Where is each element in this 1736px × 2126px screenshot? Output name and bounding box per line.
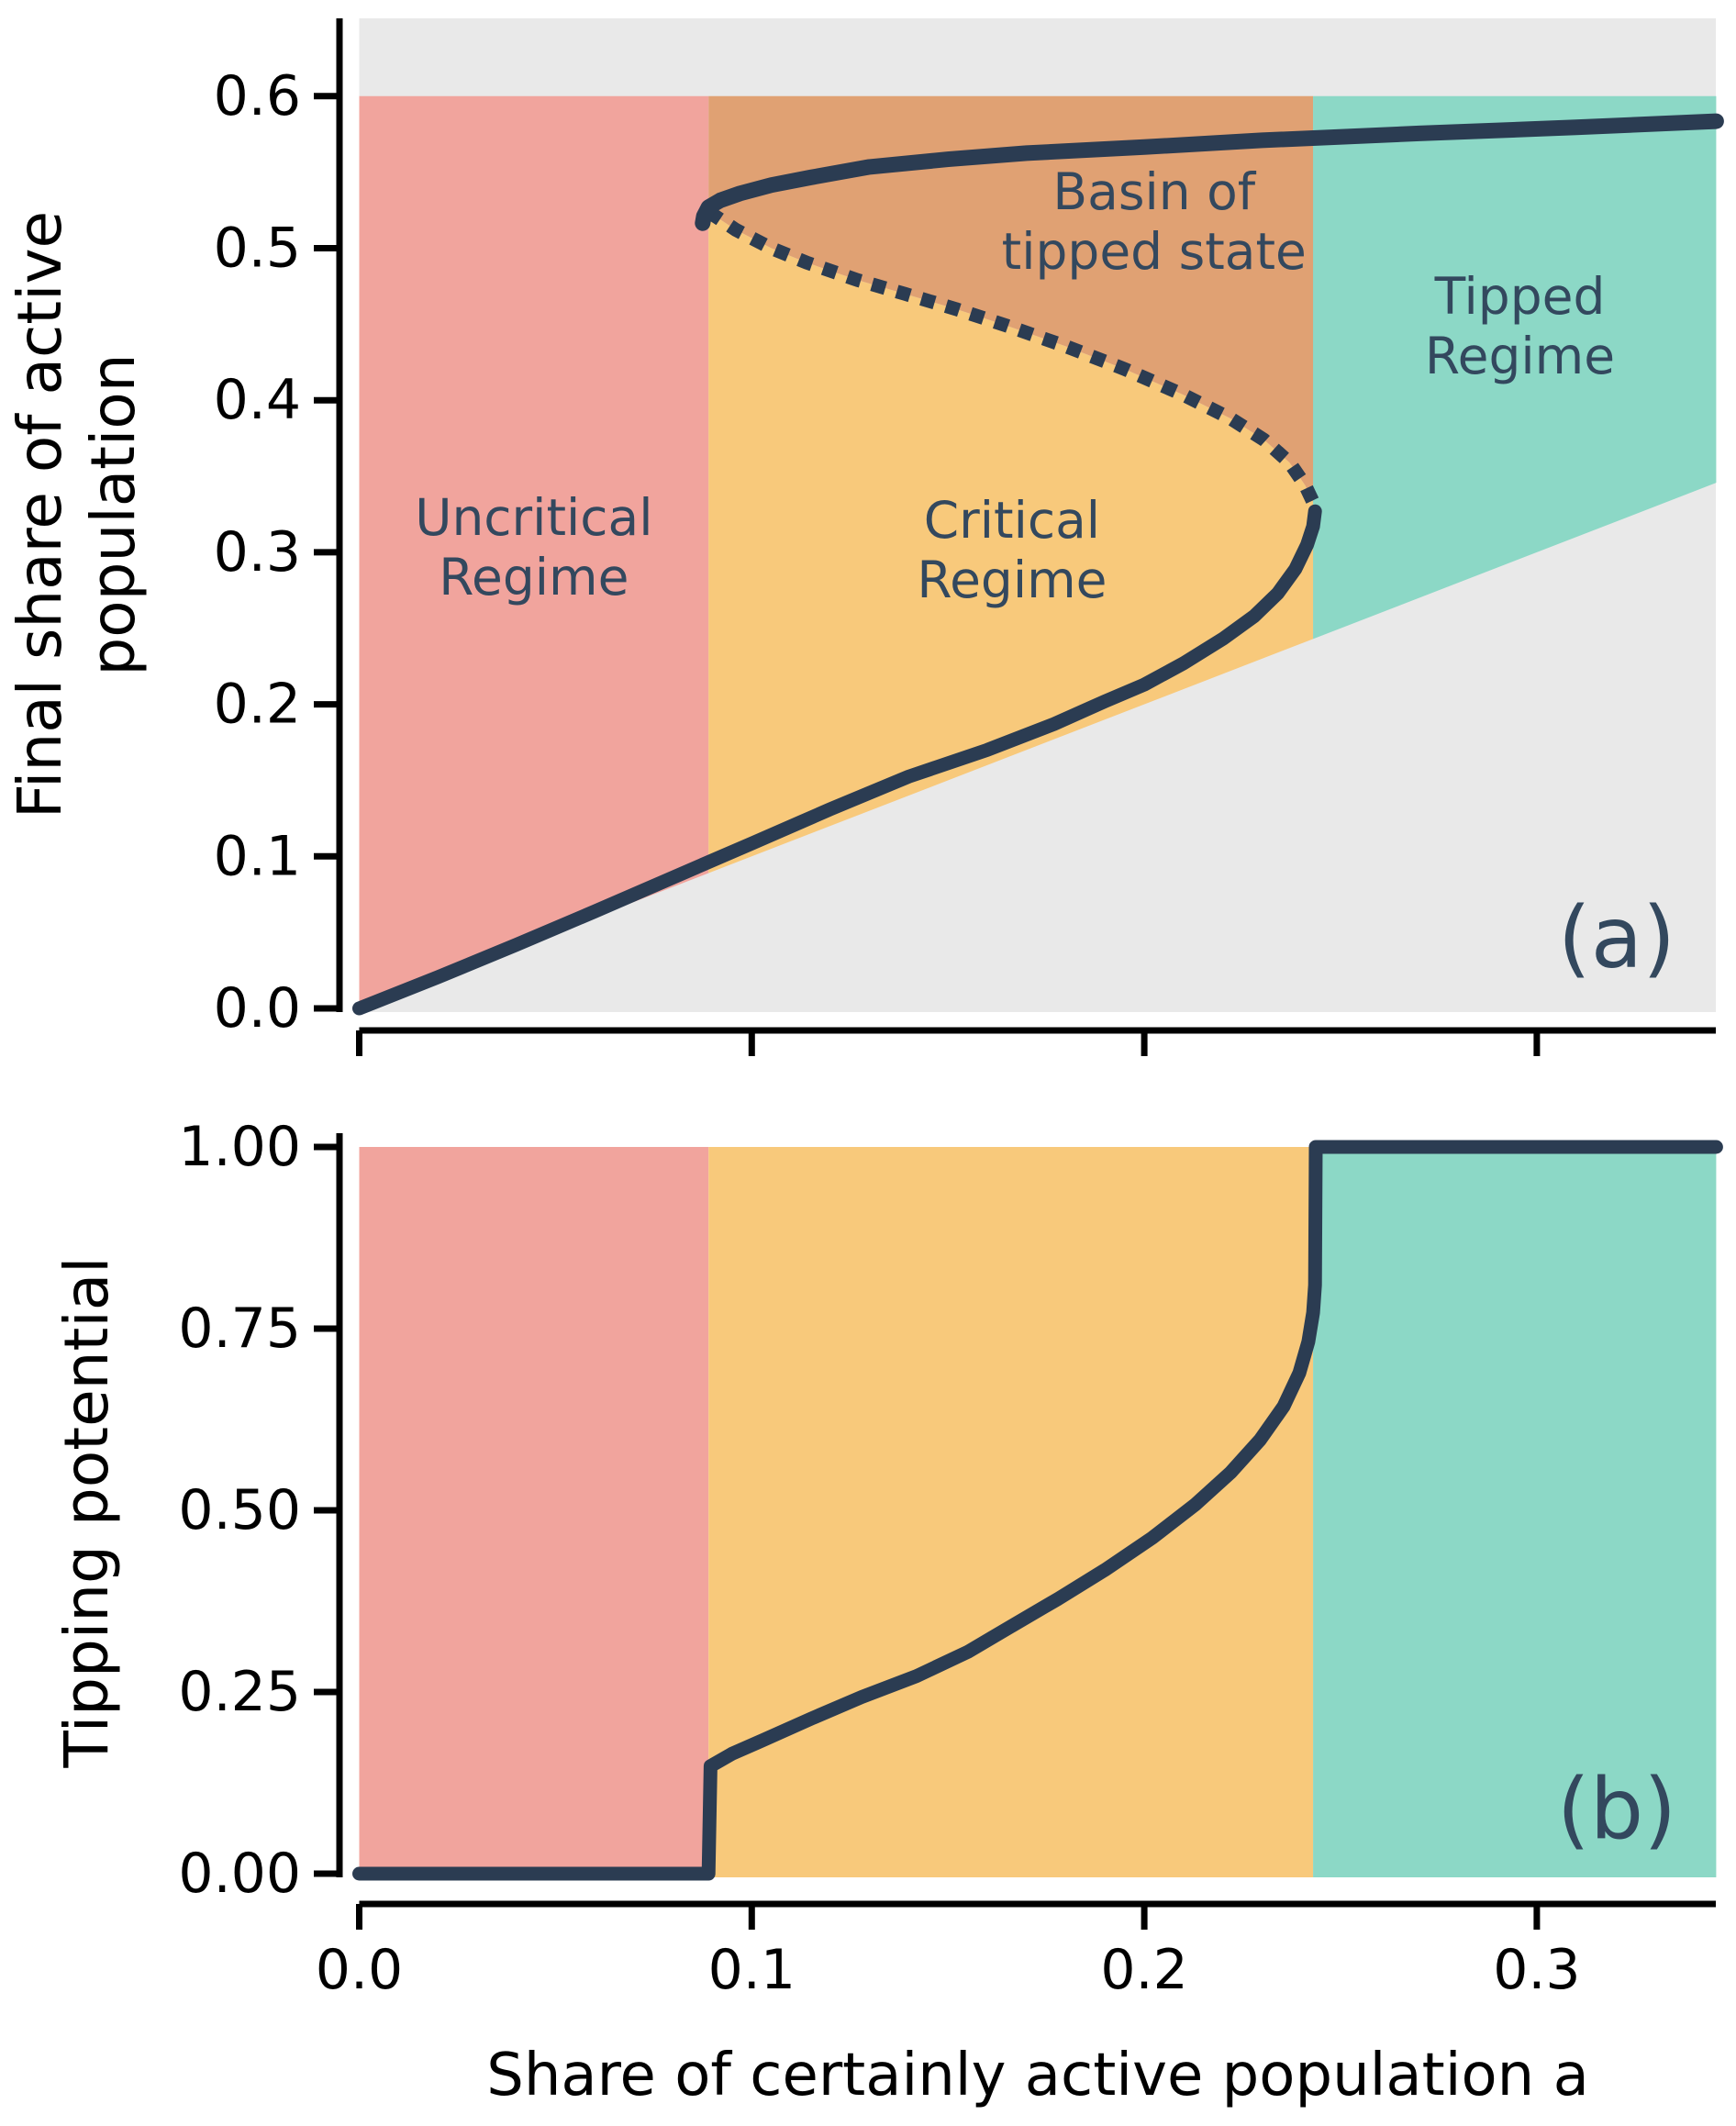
panel-b-x-tick-label: 0.0	[316, 1938, 403, 2002]
region-b-tipped	[1313, 1147, 1717, 1877]
panel-a-y-tick-label: 0.0	[214, 976, 301, 1041]
panel-b-y-tick-label: 0.00	[178, 1842, 301, 1906]
panel-a-y-tick-label: 0.1	[214, 824, 301, 888]
uncritical-regime-label: Uncritical Regime	[415, 487, 653, 607]
panel-b-y-tick-label: 0.50	[178, 1478, 301, 1542]
panel-a-y-tick-label: 0.3	[214, 520, 301, 584]
panel-b-y-tick-label: 0.25	[178, 1660, 301, 1724]
basin-label: Basin of tipped state	[1001, 161, 1307, 281]
panel-b-y-tick-label: 0.75	[178, 1297, 301, 1361]
region-b-uncritical	[359, 1147, 709, 1877]
panel-b-x-tick-label: 0.3	[1493, 1938, 1580, 2002]
panel-b-y-tick-label: 1.00	[178, 1115, 301, 1179]
curve-unstable-branch	[705, 206, 1322, 513]
critical-regime-label: Critical Regime	[917, 491, 1107, 610]
region-tipped	[1313, 95, 1717, 640]
panel-b-tipping-potential: 0.00 0.25 0.50 0.75 1.00 0.0 0.1 0.2 0.3	[178, 1115, 1723, 2002]
panel-a-final-share: 0.0 0.1 0.2 0.3 0.4 0.5 0.6	[214, 18, 1724, 1056]
region-uncritical	[359, 95, 709, 1009]
region-b-critical	[708, 1147, 1314, 1877]
panel-b-x-tick-label: 0.2	[1100, 1938, 1187, 2002]
panel-b-tag: (b)	[1556, 1760, 1677, 1859]
curve-tipping-potential	[352, 1140, 1723, 1881]
panel-b-y-axis-label: Tipping potential	[51, 1256, 122, 1768]
curve-lower-stable-branch	[352, 504, 1322, 1016]
x-axis-label: Share of certainly active population a	[486, 2042, 1589, 2109]
panel-a-y-tick-label: 0.5	[214, 217, 301, 281]
region-critical	[708, 211, 1316, 874]
region-basin	[708, 95, 1316, 512]
panel-a-y-tick-label: 0.4	[214, 368, 301, 432]
panel-a-tag: (a)	[1557, 888, 1676, 987]
panel-a-y-axis-label: Final share of active population	[5, 210, 149, 819]
panel-a-y-tick-label: 0.6	[214, 64, 301, 128]
panel-a-y-tick-label: 0.2	[214, 673, 301, 737]
curve-upper-stable-branch	[695, 113, 1724, 231]
panel-b-x-tick-label: 0.1	[708, 1938, 796, 2002]
tipped-regime-label: Tipped Regime	[1424, 266, 1616, 385]
